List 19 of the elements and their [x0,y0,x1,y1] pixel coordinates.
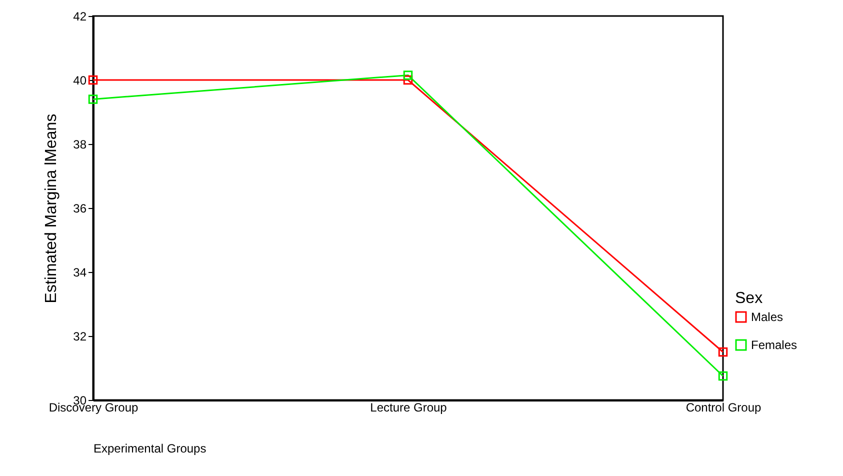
y-tick-label: 36 [73,202,87,216]
x-tick-label: Control Group [686,400,762,414]
y-tick-label: 34 [73,266,87,280]
point [718,371,728,381]
point [403,70,413,80]
point [403,75,413,85]
point [718,347,728,357]
legend-title: Sex [735,290,763,307]
y-axis-title: Estimated Margina lMeans [43,114,60,304]
y-tick-label: 40 [73,74,87,88]
point [88,94,98,104]
y-tick-label: 38 [73,138,87,152]
legend-label: Females [751,338,798,352]
y-tick-label: 42 [73,10,87,24]
y-tick-label: 32 [73,330,87,344]
point [88,75,98,85]
x-tick-label: Lecture Group [370,400,448,414]
legend-label: Males [751,310,784,324]
x-axis-title: Experimental Groups [94,442,206,456]
